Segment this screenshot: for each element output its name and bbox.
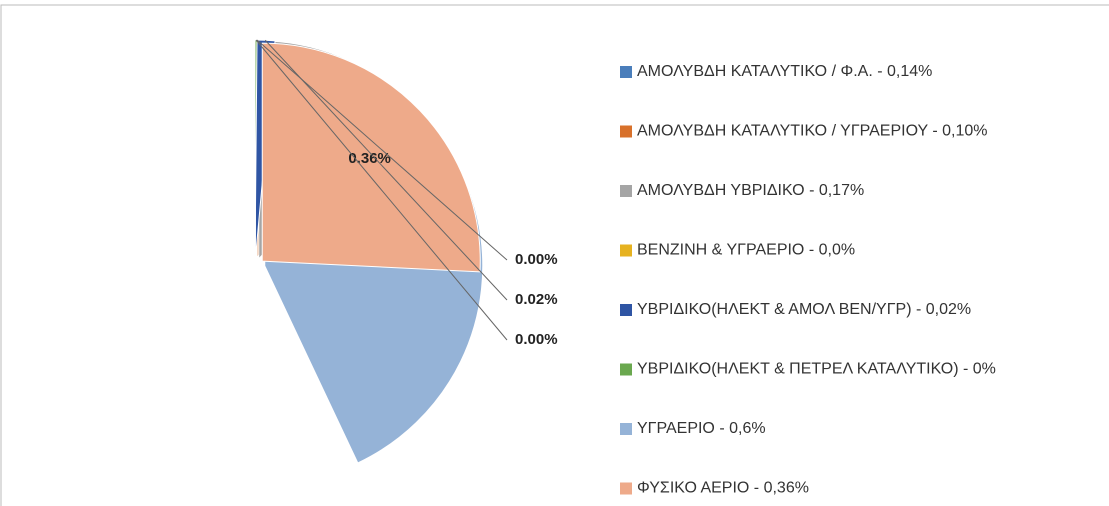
- legend-swatch: [620, 244, 632, 257]
- legend-label: ΥΒΡΙΔΙΚΟ(ΗΛΕΚΤ & ΠΕΤΡΕΛ ΚΑΤΑΛΥΤΙΚΟ) - 0%: [637, 361, 996, 378]
- data-label: 0.00%: [515, 331, 558, 348]
- legend-label: ΒΕΝΖΙΝΗ & ΥΓΡΑΕΡΙΟ - 0,0%: [637, 242, 855, 259]
- legend-swatch: [620, 363, 632, 376]
- pie-slice: [261, 42, 481, 273]
- legend-label: ΑΜΟΛΥΒΔΗ ΚΑΤΑΛΥΤΙΚΟ / ΥΓΡΑΕΡΙΟΥ - 0,10%: [637, 123, 988, 140]
- legend-label: ΑΜΟΛΥΒΔΗ ΥΒΡΙΔΙΚΟ - 0,17%: [637, 182, 864, 199]
- legend-label: ΥΓΡΑΕΡΙΟ - 0,6%: [637, 420, 766, 437]
- legend-label: ΦΥΣΙΚΟ ΑΕΡΙΟ - 0,36%: [637, 480, 809, 497]
- legend-swatch: [620, 66, 632, 78]
- legend-label: ΥΒΡΙΔΙΚΟ(ΗΛΕΚΤ & ΑΜΟΛ ΒΕΝ/ΥΓΡ) - 0,02%: [637, 301, 971, 318]
- data-label: 0.00%: [515, 251, 558, 268]
- legend-swatch: [620, 423, 632, 435]
- data-label: 0.02%: [515, 291, 558, 308]
- legend-label: ΑΜΟΛΥΒΔΗ ΚΑΤΑΛΥΤΙΚΟ / Φ.Α. - 0,14%: [637, 63, 932, 80]
- legend-swatch: [620, 482, 632, 495]
- leader-line: [255, 39, 508, 341]
- frame: [0, 4, 1109, 506]
- legend-swatch: [620, 304, 632, 316]
- leader-line: [264, 39, 508, 301]
- legend-swatch: [620, 185, 632, 197]
- pie-slice: [254, 39, 258, 259]
- legend-swatch: [620, 125, 632, 138]
